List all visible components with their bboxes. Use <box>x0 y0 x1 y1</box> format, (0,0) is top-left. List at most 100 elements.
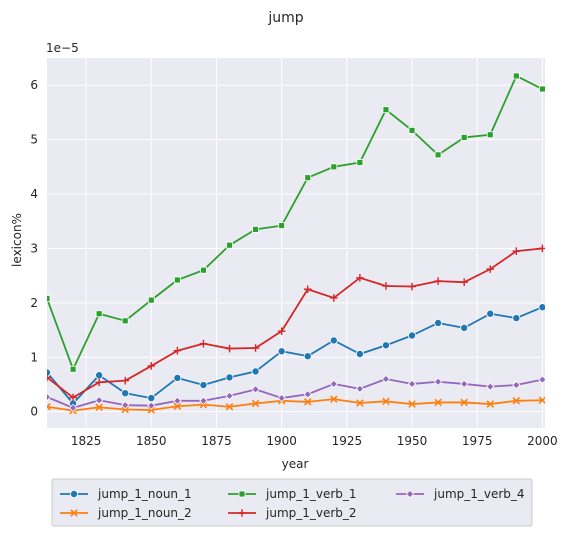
legend-label: jump_1_verb_1 <box>265 487 357 501</box>
data-point-jump_1_verb_4 <box>47 392 52 402</box>
data-point-jump_1_noun_1 <box>225 373 234 382</box>
data-point-jump_1_verb_4 <box>538 375 545 384</box>
data-point-jump_1_verb_2 <box>69 393 77 402</box>
series-layer <box>47 72 545 415</box>
data-point-jump_1_verb_4 <box>355 384 365 393</box>
y-tick-label: 5 <box>30 133 38 147</box>
data-point-jump_1_verb_2 <box>330 294 338 302</box>
data-point-jump_1_verb_1 <box>382 106 390 114</box>
data-point-jump_1_verb_4 <box>121 400 130 410</box>
legend-item-jump_1_noun_1: jump_1_noun_1 <box>60 487 192 501</box>
data-point-jump_1_noun_1 <box>381 341 390 350</box>
data-point-jump_1_verb_4 <box>251 385 260 394</box>
legend-item-jump_1_verb_1: jump_1_verb_1 <box>228 487 357 501</box>
data-point-jump_1_noun_1 <box>95 371 104 380</box>
data-point-jump_1_verb_1 <box>121 317 129 325</box>
y-tick-label: 0 <box>30 405 38 419</box>
series-line-jump_1_verb_4 <box>47 378 543 409</box>
data-point-jump_1_noun_1 <box>277 347 286 356</box>
data-point-jump_1_noun_2 <box>460 398 468 407</box>
data-point-jump_1_noun_1 <box>460 323 469 332</box>
legend-label: jump_1_verb_4 <box>433 487 525 501</box>
legend-box <box>51 478 533 527</box>
data-point-jump_1_verb_4 <box>303 390 312 399</box>
series-group <box>47 72 545 415</box>
x-tick-label: 1900 <box>266 434 297 448</box>
y-tick-label: 1 <box>30 350 38 364</box>
data-point-jump_1_verb_1 <box>278 222 286 229</box>
data-point-jump_1_verb_2 <box>486 265 495 273</box>
plot-area <box>47 58 545 428</box>
data-point-jump_1_noun_2 <box>121 405 129 414</box>
data-point-jump_1_verb_4 <box>329 379 338 389</box>
x-tick-label: 1950 <box>397 434 428 448</box>
y-axis: 0 1 2 3 4 5 6 <box>30 78 38 418</box>
data-point-jump_1_verb_1 <box>304 174 312 182</box>
data-point-jump_1_verb_2 <box>251 344 260 352</box>
data-point-jump_1_verb_2 <box>408 282 416 291</box>
data-point-jump_1_verb_4 <box>433 377 443 386</box>
x-axis: 1825 1850 1875 1900 1925 1950 1975 2000 <box>71 434 558 448</box>
data-point-jump_1_noun_2 <box>47 403 51 411</box>
data-point-jump_1_verb_4 <box>68 403 78 413</box>
y-tick-label: 6 <box>30 78 38 92</box>
data-point-jump_1_noun_1 <box>199 381 208 390</box>
data-point-jump_1_noun_2 <box>486 400 495 408</box>
data-point-jump_1_noun_1 <box>303 352 312 361</box>
data-point-jump_1_verb_4 <box>173 396 182 405</box>
data-point-jump_1_verb_2 <box>460 278 468 286</box>
data-point-jump_1_noun_2 <box>512 397 521 405</box>
data-point-jump_1_verb_1 <box>47 295 51 302</box>
data-point-jump_1_noun_1 <box>512 314 521 323</box>
data-point-jump_1_noun_2 <box>408 400 416 408</box>
x-tick-label: 1825 <box>71 434 102 448</box>
legend-label: jump_1_noun_1 <box>97 487 192 501</box>
data-point-jump_1_noun_2 <box>538 396 545 405</box>
legend-label: jump_1_verb_2 <box>265 506 357 520</box>
x-axis-label: year <box>282 457 309 471</box>
legend-marker <box>70 509 78 517</box>
data-point-jump_1_noun_1 <box>329 336 338 345</box>
chart-title: jump <box>267 10 303 26</box>
data-point-jump_1_verb_2 <box>47 373 51 382</box>
x-tick-label: 1875 <box>201 434 232 448</box>
data-point-jump_1_verb_2 <box>173 346 182 355</box>
data-point-jump_1_noun_2 <box>434 398 442 407</box>
x-tick-label: 1925 <box>332 434 363 448</box>
data-point-jump_1_verb_2 <box>434 277 442 285</box>
data-point-jump_1_noun_1 <box>147 394 156 403</box>
data-point-jump_1_verb_4 <box>94 396 104 405</box>
data-point-jump_1_noun_1 <box>538 303 545 312</box>
legend-label: jump_1_noun_2 <box>97 506 192 520</box>
data-point-jump_1_verb_2 <box>225 344 234 353</box>
data-point-jump_1_verb_4 <box>460 379 469 389</box>
data-point-jump_1_verb_1 <box>173 276 181 284</box>
plot-background <box>47 58 545 428</box>
data-point-jump_1_noun_2 <box>95 403 103 412</box>
data-point-jump_1_noun_2 <box>356 399 364 407</box>
data-point-jump_1_verb_2 <box>538 244 545 253</box>
data-point-jump_1_noun_2 <box>303 398 312 406</box>
data-point-jump_1_verb_2 <box>303 285 312 294</box>
legend-item-jump_1_verb_2: jump_1_verb_2 <box>228 506 357 520</box>
data-point-jump_1_verb_1 <box>226 241 233 249</box>
data-point-jump_1_verb_1 <box>330 163 338 171</box>
data-point-jump_1_noun_1 <box>434 318 443 327</box>
data-point-jump_1_verb_1 <box>356 159 364 166</box>
data-point-jump_1_verb_1 <box>538 85 545 93</box>
data-point-jump_1_noun_2 <box>225 403 234 411</box>
data-point-jump_1_noun_1 <box>408 331 417 340</box>
data-point-jump_1_verb_2 <box>199 339 208 348</box>
x-tick-label: 1850 <box>136 434 167 448</box>
data-point-jump_1_noun_2 <box>382 397 390 406</box>
legend-marker <box>70 489 79 498</box>
legend-marker <box>238 509 246 517</box>
series-line-jump_1_verb_2 <box>47 247 543 399</box>
y-tick-label: 4 <box>30 187 38 201</box>
legend: jump_1_noun_1jump_1_noun_2jump_1_verb_1j… <box>51 478 533 527</box>
y-tick-label: 3 <box>30 241 38 255</box>
legend-item-jump_1_noun_2: jump_1_noun_2 <box>60 506 192 520</box>
data-point-jump_1_verb_4 <box>512 380 521 390</box>
data-point-jump_1_verb_1 <box>408 126 416 134</box>
